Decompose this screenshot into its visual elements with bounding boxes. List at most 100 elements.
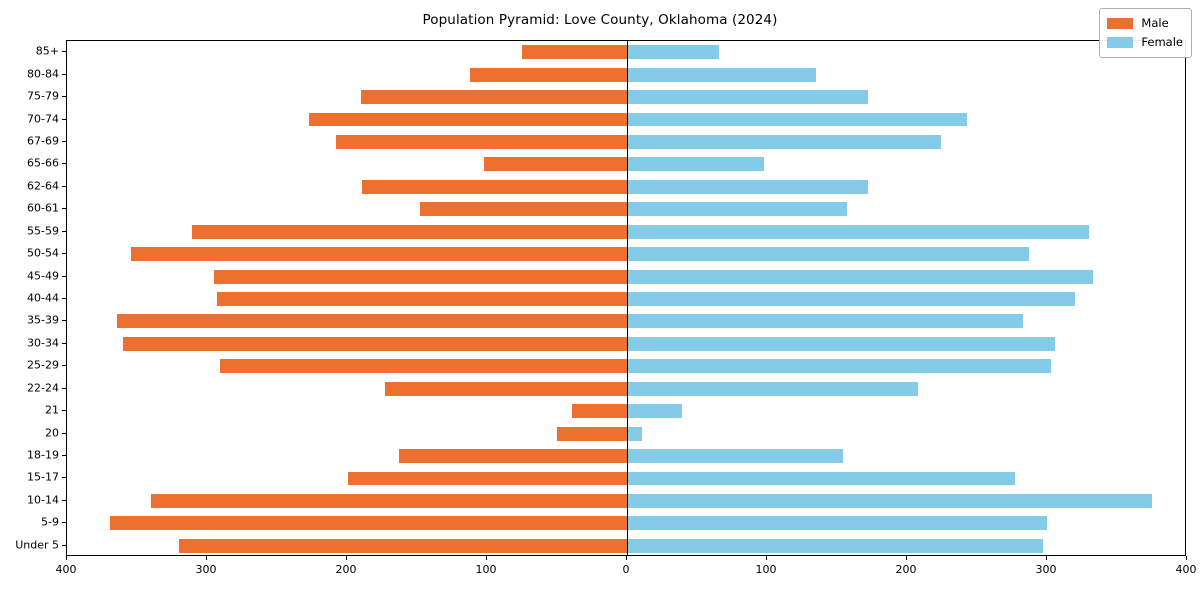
bar-row [67, 157, 1185, 172]
legend-entry-male: Male [1107, 14, 1183, 33]
bar-male-75-79 [361, 90, 627, 105]
bar-row [67, 292, 1185, 306]
x-tick-mark [346, 556, 347, 560]
y-tick-label-50-54: 50-54 [27, 246, 59, 260]
y-tick-label-75-79: 75-79 [27, 89, 59, 103]
y-tick-mark [62, 208, 66, 210]
bar-female-25-29 [627, 359, 1052, 374]
bar-female-55-59 [627, 224, 1089, 239]
bar-female-under-5 [627, 538, 1043, 553]
bar-female-60-61 [627, 202, 847, 217]
bar-male-65-66 [484, 157, 627, 172]
x-tick-label: 200 [335, 563, 357, 576]
y-tick-label-70-74: 70-74 [27, 112, 59, 126]
bar-female-62-64 [627, 179, 868, 194]
bar-male-25-29 [219, 359, 627, 374]
x-tick-label: 100 [755, 563, 777, 576]
bar-row [67, 404, 1185, 419]
bar-row [67, 359, 1185, 374]
bar-male-20 [557, 426, 627, 441]
y-tick-mark [62, 230, 66, 232]
bar-row [67, 538, 1185, 553]
bar-male-10-14 [151, 493, 627, 508]
y-tick-mark [62, 544, 66, 546]
y-tick-label-62-64: 62-64 [27, 179, 59, 193]
bar-male-22-24 [384, 381, 627, 396]
x-tick-label: 0 [622, 563, 630, 576]
y-tick-mark [62, 298, 66, 299]
bar-female-18-19 [627, 449, 843, 463]
y-tick-mark [62, 140, 66, 142]
x-tick-mark [626, 556, 627, 560]
y-tick-label-40-44: 40-44 [27, 291, 59, 305]
chart-legend: Male Female [1099, 8, 1192, 58]
y-tick-label-22-24: 22-24 [27, 381, 59, 395]
y-tick-mark [62, 275, 66, 277]
bar-male-5-9 [110, 516, 627, 531]
y-tick-label-60-61: 60-61 [27, 201, 59, 215]
y-tick-label-45-49: 45-49 [27, 269, 59, 283]
x-tick-label: 200 [895, 563, 917, 576]
bar-female-15-17 [627, 471, 1015, 486]
bar-row [67, 336, 1185, 351]
y-tick-mark [62, 342, 66, 344]
bar-male-under-5 [179, 538, 627, 553]
y-tick-mark [62, 163, 66, 165]
bar-row [67, 247, 1185, 262]
legend-swatch-male [1107, 18, 1134, 29]
bar-male-67-69 [335, 135, 627, 149]
y-tick-mark [62, 73, 66, 75]
y-tick-mark [62, 387, 66, 389]
y-tick-mark [62, 253, 66, 255]
bar-row [67, 112, 1185, 127]
bar-female-75-79 [627, 90, 868, 105]
y-tick-mark [62, 432, 66, 434]
bar-row [67, 135, 1185, 149]
x-tick-mark [66, 556, 67, 560]
y-tick-mark [62, 51, 66, 53]
bar-female-20 [627, 426, 643, 441]
bar-female-40-44 [627, 292, 1075, 306]
y-tick-label-15-17: 15-17 [27, 470, 59, 484]
chart-title: Population Pyramid: Love County, Oklahom… [422, 12, 778, 28]
bar-female-35-39 [627, 314, 1024, 329]
bar-row [67, 426, 1185, 441]
bar-row [67, 493, 1185, 508]
bar-male-70-74 [309, 112, 627, 127]
y-tick-label-65-66: 65-66 [27, 156, 59, 170]
y-tick-label-18-19: 18-19 [27, 448, 59, 462]
center-axis-line [627, 41, 628, 555]
x-tick-label: 300 [195, 563, 217, 576]
y-tick-mark [62, 365, 66, 367]
plot-area [66, 40, 1186, 556]
x-tick-label: 400 [55, 563, 77, 576]
x-tick-mark [1046, 556, 1047, 560]
bar-female-85- [627, 45, 720, 60]
y-tick-label-10-14: 10-14 [27, 493, 59, 507]
bar-female-80-84 [627, 67, 816, 82]
y-tick-label-55-59: 55-59 [27, 224, 59, 238]
y-tick-mark [62, 410, 66, 412]
y-tick-mark [62, 477, 66, 479]
bar-female-65-66 [627, 157, 765, 172]
bar-male-18-19 [398, 449, 627, 463]
bar-row [67, 314, 1185, 329]
bar-male-85- [522, 45, 627, 60]
y-tick-label-35-39: 35-39 [27, 313, 59, 327]
bar-male-40-44 [216, 292, 627, 306]
x-tick-mark [206, 556, 207, 560]
legend-entry-female: Female [1107, 33, 1183, 52]
bar-male-50-54 [131, 247, 627, 262]
bar-row [67, 224, 1185, 239]
bar-male-35-39 [117, 314, 627, 329]
y-tick-label-under-5: Under 5 [15, 538, 59, 552]
x-tick-label: 300 [1035, 563, 1057, 576]
bar-male-30-34 [123, 336, 627, 351]
x-tick-mark [906, 556, 907, 560]
y-tick-mark [62, 185, 66, 187]
bar-female-21 [627, 404, 682, 419]
legend-swatch-female [1107, 37, 1134, 48]
y-tick-mark [62, 499, 66, 501]
y-tick-label-20: 20 [45, 426, 59, 440]
bar-female-30-34 [627, 336, 1056, 351]
